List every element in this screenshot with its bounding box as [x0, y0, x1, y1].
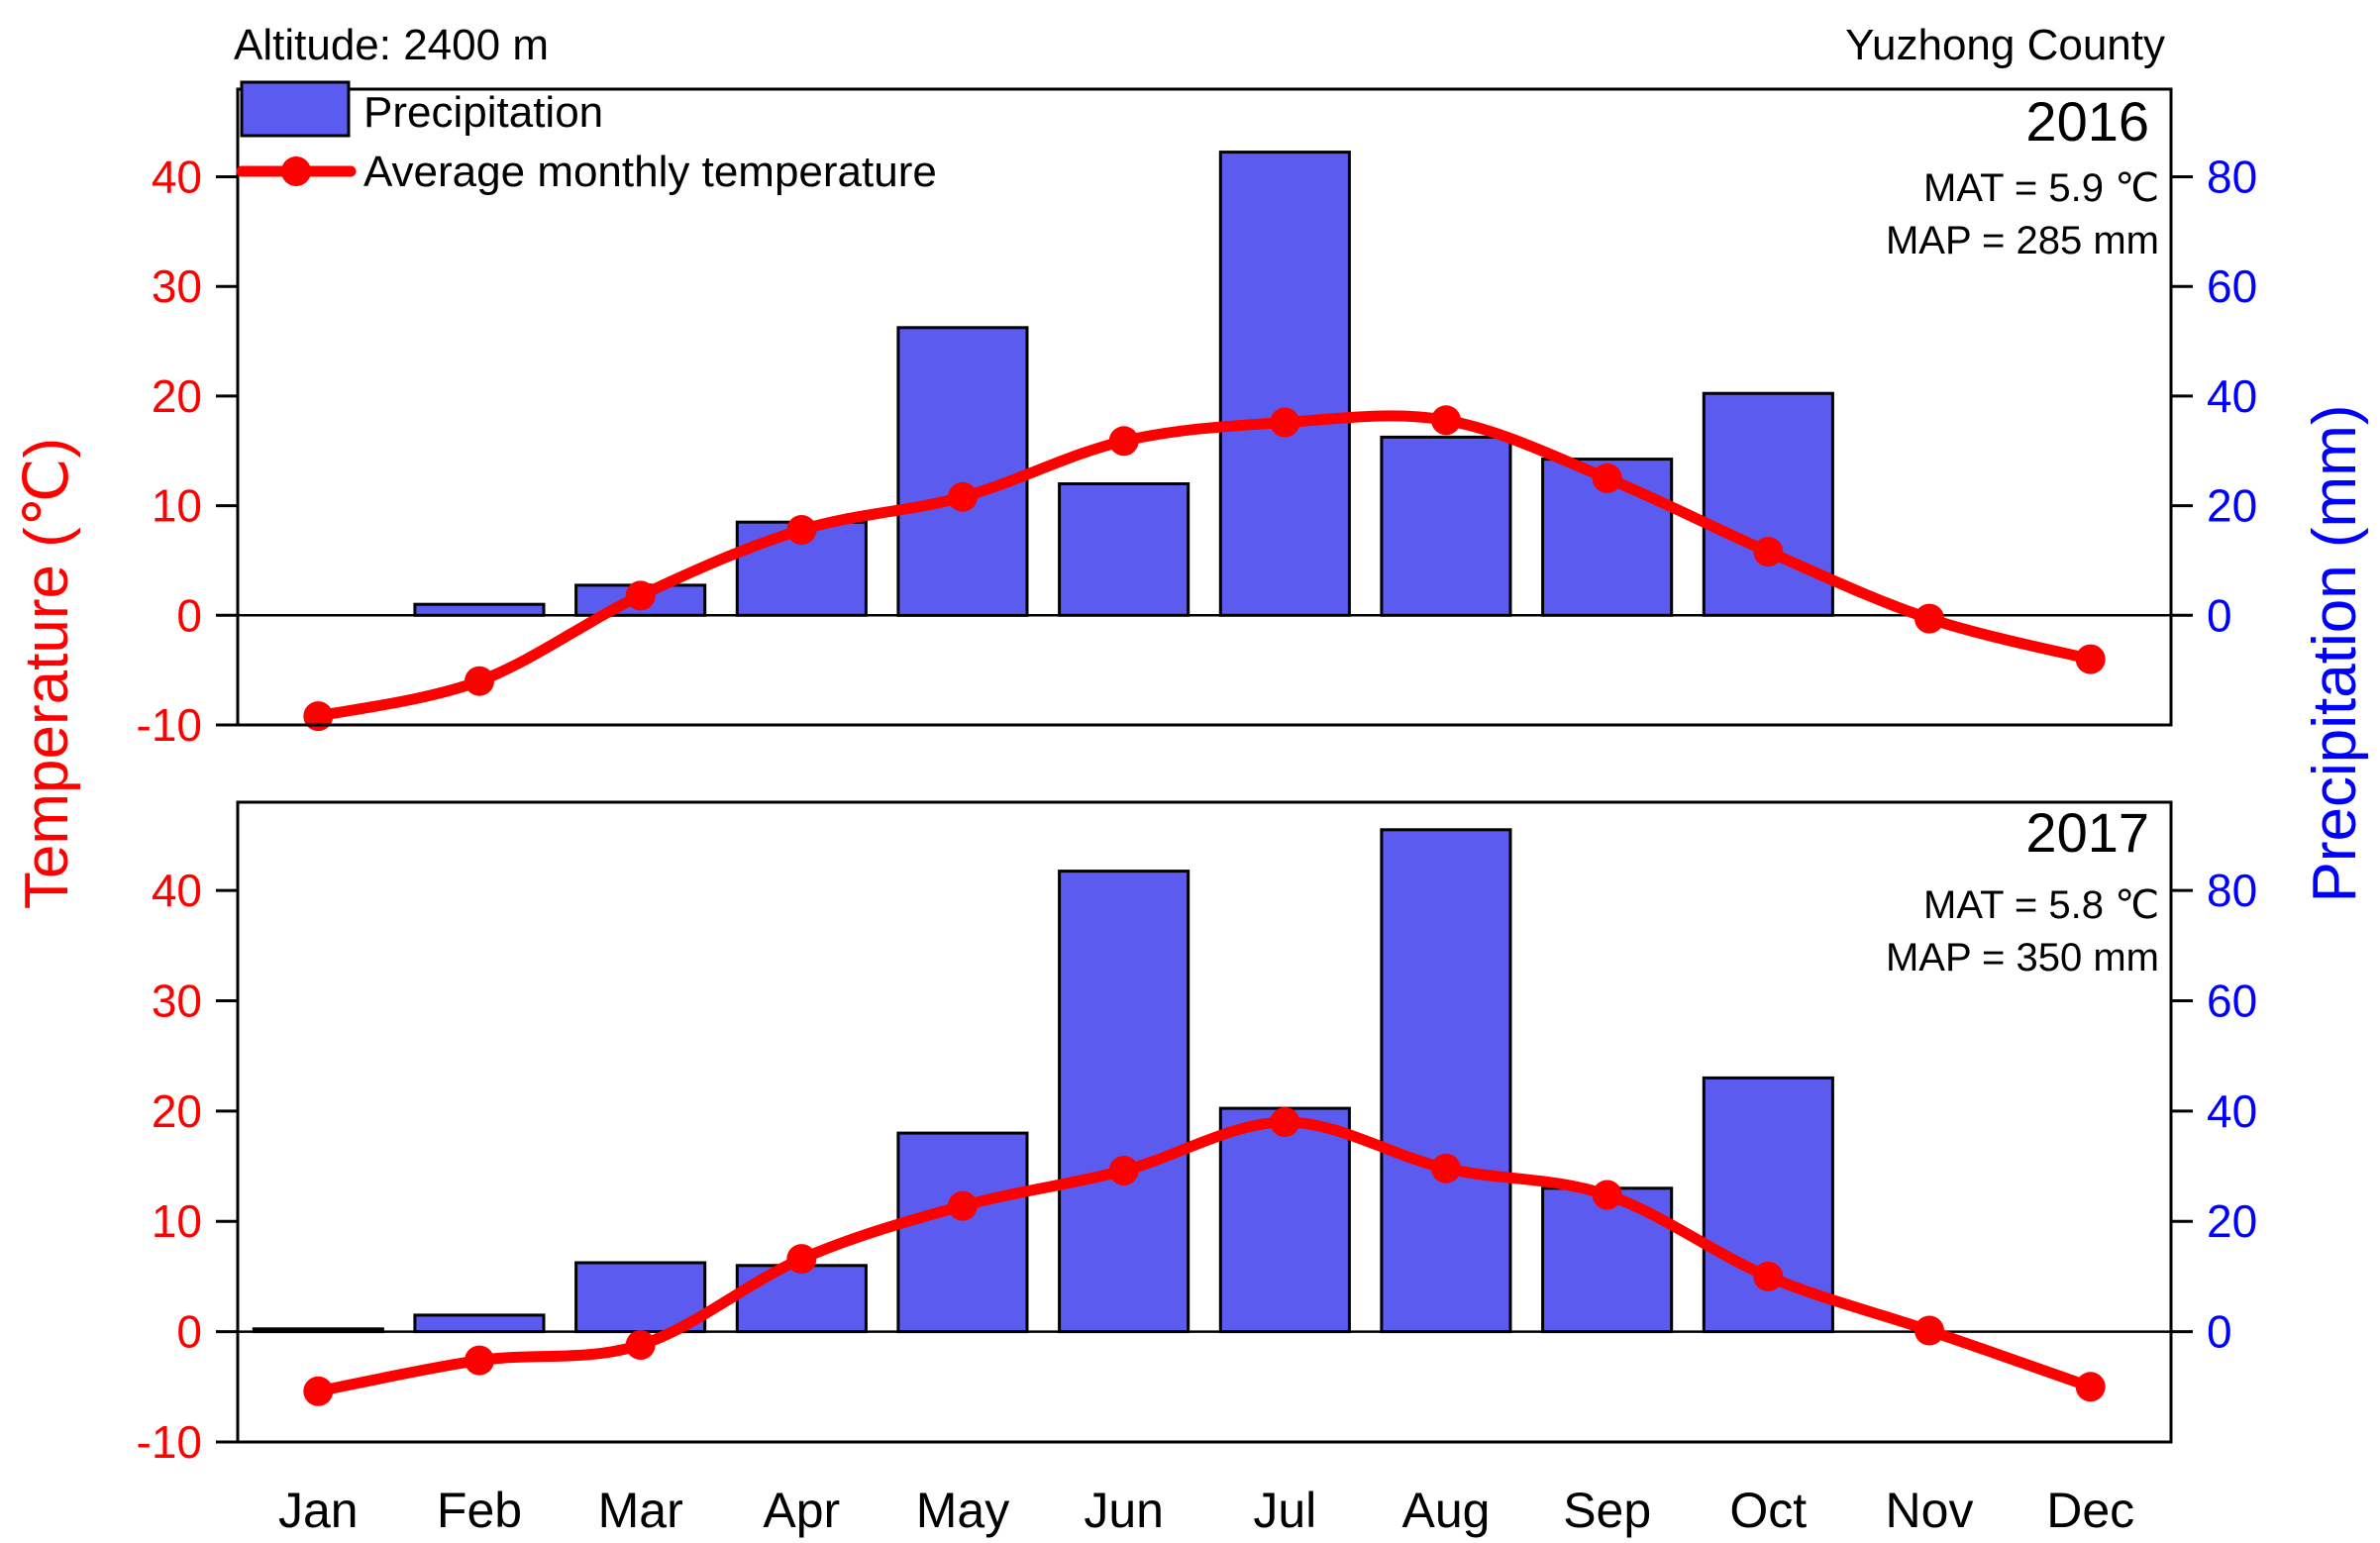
x-label-nov: Nov — [1886, 1483, 1974, 1538]
site-label: Yuzhong County — [1845, 21, 2165, 69]
temp-point-jun — [1108, 426, 1139, 457]
mat-label: MAT = 5.8 ℃ — [1923, 883, 2159, 927]
temp-point-dec — [2075, 644, 2106, 674]
precip-tick-label: 80 — [2207, 152, 2257, 203]
temp-tick-label: 20 — [152, 370, 202, 422]
temp-tick-label: 30 — [152, 260, 202, 312]
temp-point-aug — [1431, 1153, 1461, 1183]
precip-tick-label: 0 — [2207, 1306, 2232, 1358]
precip-tick-label: 20 — [2207, 1195, 2257, 1247]
precip-tick-label: 80 — [2207, 865, 2257, 916]
precip-tick-label: 40 — [2207, 1085, 2257, 1137]
precip-bar-jun — [1058, 482, 1190, 617]
temp-point-nov — [1914, 1315, 1944, 1346]
precip-bar-jul — [1218, 1106, 1351, 1334]
temp-point-nov — [1914, 603, 1944, 634]
x-label-jul: Jul — [1253, 1483, 1316, 1538]
legend-temp-label: Average monthly temperature — [363, 148, 937, 196]
precip-tick-label: 0 — [2207, 589, 2232, 641]
x-label-dec: Dec — [2046, 1483, 2134, 1538]
precip-tick-label: 60 — [2207, 260, 2257, 312]
temp-point-may — [948, 481, 978, 512]
precip-tick-label: 60 — [2207, 975, 2257, 1026]
temp-tick-label: 40 — [152, 152, 202, 203]
precip-bar-feb — [413, 602, 546, 617]
precip-bar-may — [896, 1131, 1029, 1334]
temp-point-may — [948, 1190, 978, 1221]
temp-point-mar — [625, 580, 656, 611]
temp-point-jul — [1270, 407, 1300, 438]
legend-precip-label: Precipitation — [363, 88, 603, 137]
precip-bar-jul — [1218, 151, 1351, 617]
precip-bar-aug — [1380, 435, 1512, 617]
temperature-axis-title: Temperature (℃) — [13, 438, 81, 909]
x-label-sep: Sep — [1563, 1483, 1651, 1538]
precip-bar-apr — [735, 1264, 868, 1334]
temp-tick-label: 20 — [152, 1085, 202, 1137]
temp-point-feb — [465, 666, 494, 696]
precip-bar-feb — [413, 1313, 546, 1334]
x-label-mar: Mar — [598, 1483, 683, 1538]
precip-bar-aug — [1380, 828, 1512, 1334]
precip-bar-jun — [1058, 870, 1190, 1334]
year-label: 2017 — [2025, 801, 2149, 864]
temp-tick-label: 40 — [152, 865, 202, 916]
precip-tick-label: 20 — [2207, 480, 2257, 532]
temp-point-mar — [625, 1330, 656, 1360]
precip-bar-may — [896, 326, 1029, 617]
x-label-jun: Jun — [1084, 1483, 1164, 1538]
temp-point-jan — [303, 1376, 334, 1406]
temp-point-apr — [786, 515, 817, 545]
precip-tick-label: 40 — [2207, 370, 2257, 422]
temp-tick-label: 10 — [152, 1195, 202, 1247]
temp-point-jan — [303, 701, 334, 732]
legend: Precipitation Average monthly temperatur… — [236, 80, 937, 196]
temp-point-dec — [2075, 1372, 2106, 1402]
temp-tick-label: 0 — [176, 589, 202, 641]
map-label: MAP = 350 mm — [1886, 936, 2159, 979]
x-label-may: May — [916, 1483, 1009, 1538]
temp-tick-label: 30 — [152, 975, 202, 1026]
temp-point-sep — [1592, 463, 1622, 493]
map-label: MAP = 285 mm — [1886, 219, 2159, 262]
year-label: 2016 — [2025, 90, 2149, 153]
mat-label: MAT = 5.9 ℃ — [1923, 166, 2159, 210]
altitude-label: Altitude: 2400 m — [234, 21, 549, 69]
legend-temp-marker — [281, 156, 311, 186]
temp-point-aug — [1431, 405, 1461, 436]
legend-precip-swatch — [240, 80, 351, 138]
x-label-apr: Apr — [763, 1483, 840, 1538]
precipitation-axis-title: Precipitation (mm) — [2301, 405, 2369, 903]
temp-point-oct — [1753, 1261, 1784, 1291]
x-label-aug: Aug — [1402, 1483, 1491, 1538]
x-label-jan: Jan — [278, 1483, 359, 1538]
temp-tick-label: 0 — [176, 1306, 202, 1358]
temp-point-sep — [1592, 1180, 1622, 1210]
temp-point-jun — [1108, 1156, 1139, 1185]
temp-point-apr — [786, 1244, 817, 1275]
temp-tick-label: 10 — [152, 480, 202, 532]
x-label-feb: Feb — [437, 1483, 522, 1538]
temp-tick-label: -10 — [137, 699, 202, 751]
temp-tick-label: -10 — [137, 1416, 202, 1468]
precip-bar-oct — [1702, 391, 1834, 617]
temp-point-feb — [465, 1345, 494, 1376]
x-axis-labels: Jan Feb Mar Apr May Jun Jul Aug Sep Oct Nov Dec — [278, 1483, 2134, 1538]
x-label-oct: Oct — [1729, 1483, 1807, 1538]
temp-point-oct — [1753, 537, 1784, 567]
temperature-line — [312, 410, 2097, 722]
temp-point-jul — [1270, 1107, 1300, 1137]
